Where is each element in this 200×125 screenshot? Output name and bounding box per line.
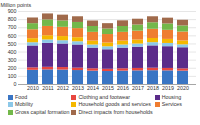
svg-text:2013: 2013 bbox=[72, 85, 84, 91]
html-text:Clothing and footwear: Clothing and footwear bbox=[78, 94, 130, 100]
svg-text:Million points: Million points bbox=[1, 2, 32, 8]
svg-text:700: 700 bbox=[8, 24, 17, 30]
svg-text:600: 600 bbox=[8, 33, 17, 39]
html-text:Direct impacts from households: Direct impacts from households bbox=[78, 108, 153, 115]
svg-text:2012: 2012 bbox=[57, 85, 69, 91]
html-text:Housing: Housing bbox=[161, 94, 182, 100]
svg-text:2016: 2016 bbox=[117, 85, 129, 91]
svg-text:2010: 2010 bbox=[27, 85, 39, 91]
svg-text:2015: 2015 bbox=[102, 85, 114, 91]
svg-text:100: 100 bbox=[8, 73, 17, 79]
svg-text:2018: 2018 bbox=[147, 85, 159, 91]
svg-text:200: 200 bbox=[8, 65, 17, 71]
svg-text:900: 900 bbox=[8, 8, 17, 14]
svg-text:800: 800 bbox=[8, 16, 17, 22]
svg-text:0: 0 bbox=[14, 81, 17, 87]
svg-text:2020: 2020 bbox=[177, 85, 189, 91]
svg-text:2019: 2019 bbox=[162, 85, 174, 91]
svg-text:500: 500 bbox=[8, 41, 17, 47]
html-text:Services: Services bbox=[161, 101, 182, 108]
html-text:Gross capital formation: Gross capital formation bbox=[15, 108, 70, 115]
svg-text:2011: 2011 bbox=[42, 85, 53, 91]
html-text:Mobility: Mobility bbox=[15, 101, 33, 108]
svg-text:400: 400 bbox=[8, 49, 17, 55]
html-text:Food: Food bbox=[15, 94, 28, 100]
svg-text:300: 300 bbox=[8, 57, 17, 63]
html-text:Household goods and services: Household goods and services bbox=[78, 101, 151, 108]
svg-text:2014: 2014 bbox=[87, 85, 99, 91]
svg-text:2017: 2017 bbox=[132, 85, 144, 91]
